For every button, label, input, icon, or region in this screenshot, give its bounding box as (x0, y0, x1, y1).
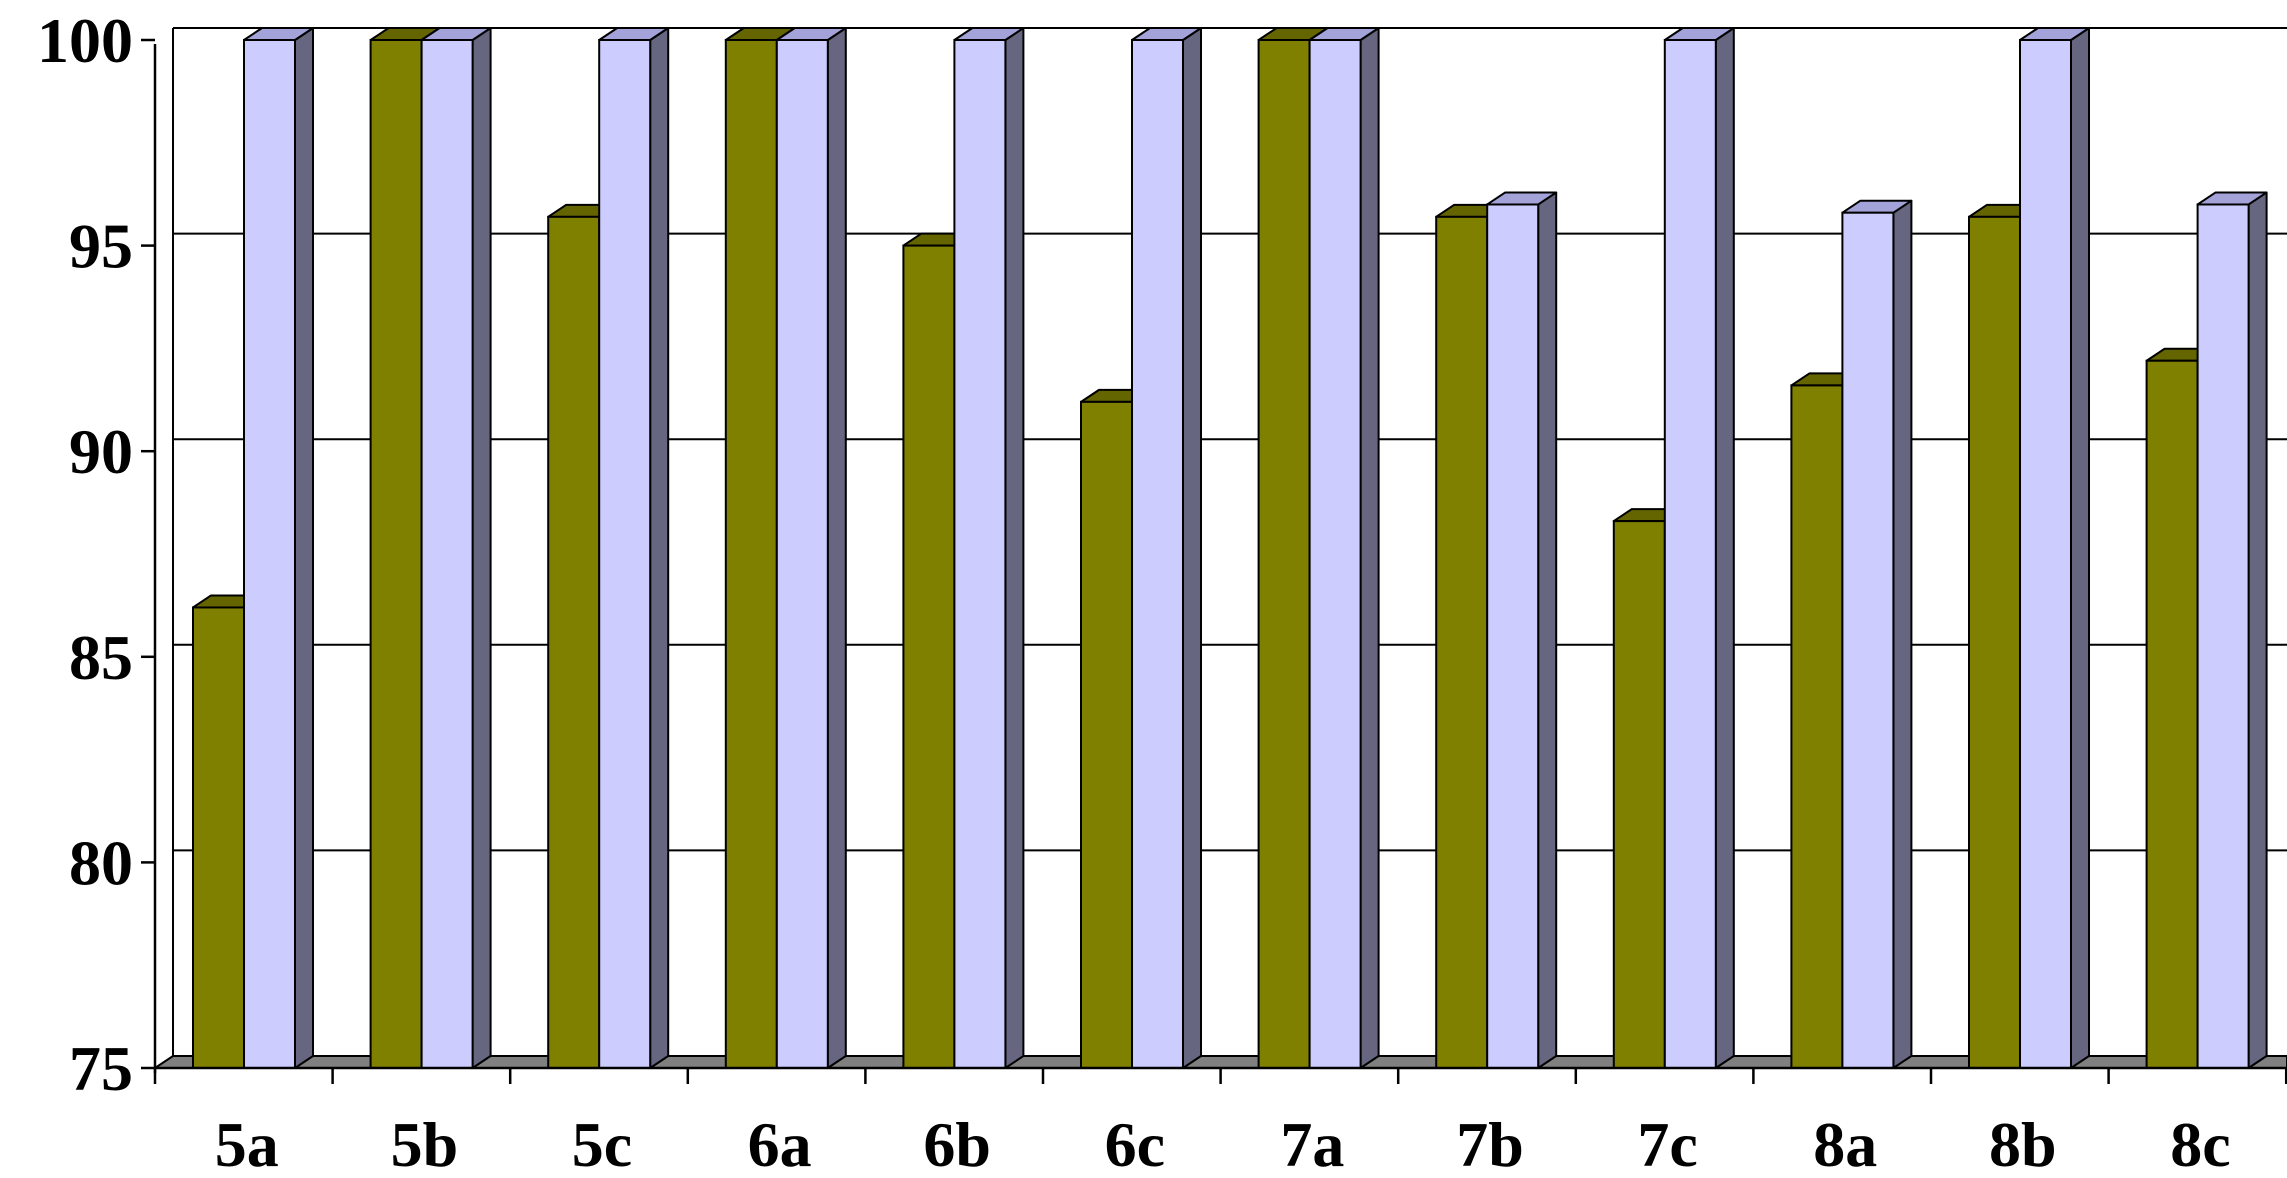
x-tick-label: 6b (923, 1109, 991, 1178)
x-tick-label: 7c (1637, 1109, 1697, 1178)
bar-front (420, 39, 474, 1069)
bars (192, 27, 2268, 1070)
bar-side (1182, 27, 1202, 1069)
bar (243, 27, 314, 1069)
bar-side (1892, 199, 1913, 1069)
x-tick-label: 8c (2170, 1109, 2230, 1178)
bar-side (1537, 191, 1558, 1069)
bar-front (1612, 520, 1666, 1069)
bar (1308, 27, 1380, 1069)
tick-labels: 75 80 85 90 95 100 5a 5b 5c 6a 6b 6c 7a 7b 7c 8a 8b 8c (37, 5, 2231, 1178)
y-tick-label: 90 (69, 416, 133, 487)
x-tick-label: 8b (1989, 1109, 2057, 1178)
bar (2019, 27, 2090, 1069)
bar-side (649, 27, 670, 1069)
bar-front (243, 39, 296, 1069)
bar (598, 27, 670, 1069)
x-tick-label: 6a (748, 1109, 812, 1178)
bar-front (1308, 39, 1362, 1069)
bar-side (294, 27, 314, 1069)
bar-front (2019, 39, 2072, 1069)
bar-front (369, 39, 423, 1069)
x-tick-label: 7a (1280, 1109, 1344, 1178)
bar-side (1359, 27, 1380, 1069)
bar-side (2247, 191, 2268, 1069)
bar-side (1004, 27, 1025, 1069)
axes (141, 38, 2287, 1084)
x-tick-label: 6c (1105, 1109, 1165, 1178)
bar-front (598, 39, 652, 1069)
bar-front (192, 606, 245, 1069)
bar-front (1435, 215, 1489, 1070)
y-tick-label: 95 (69, 211, 133, 282)
y-tick-label: 85 (69, 622, 133, 693)
x-tick-label: 5c (572, 1109, 632, 1178)
bar-front (724, 39, 778, 1069)
x-tick-label: 7b (1456, 1109, 1524, 1178)
bar-front (1080, 400, 1133, 1069)
bar-front (2145, 359, 2199, 1069)
y-tick-label: 100 (37, 5, 133, 76)
bar (775, 27, 847, 1069)
bar-front (1663, 39, 1717, 1069)
bar (1841, 199, 1913, 1070)
bar-side (826, 27, 847, 1069)
bar (1131, 27, 1202, 1069)
x-tick-label: 5a (215, 1109, 279, 1178)
bar-side (471, 27, 492, 1069)
bar-front (953, 39, 1007, 1069)
y-tick-label: 75 (69, 1033, 133, 1104)
bar-front (1968, 215, 2021, 1070)
bar-front (1790, 384, 1844, 1069)
x-tick-label: 5b (391, 1109, 459, 1178)
bar (1663, 27, 1735, 1069)
y-tick-label: 80 (69, 827, 133, 898)
bar (953, 27, 1025, 1069)
bar-front (2196, 203, 2250, 1070)
bar-front (1257, 39, 1311, 1069)
bar-front (1131, 39, 1184, 1069)
bar-front (902, 244, 956, 1070)
bar-side (2070, 27, 2090, 1069)
bar-front (1841, 211, 1895, 1070)
x-tick-label: 8a (1813, 1109, 1877, 1178)
bar-front (1486, 203, 1540, 1070)
bar (420, 27, 492, 1069)
bar (2196, 191, 2268, 1070)
bar-front (775, 39, 829, 1069)
bar-side (1714, 27, 1735, 1069)
bar-front (547, 215, 601, 1070)
bar (1486, 191, 1558, 1070)
